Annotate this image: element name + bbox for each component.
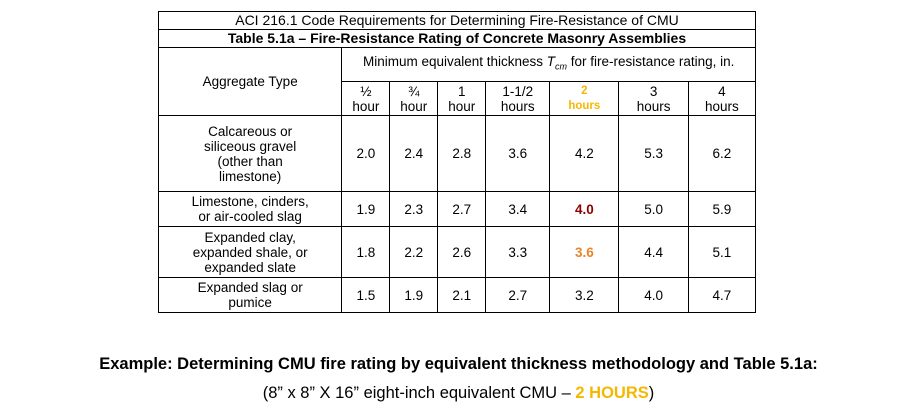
value-cell: 4.7 bbox=[687, 277, 757, 313]
col-header-1-5-hours: 1-1/2 hours bbox=[485, 81, 551, 116]
value-cell: 2.8 bbox=[437, 115, 487, 192]
value-cell: 4.4 bbox=[618, 226, 689, 278]
value-cell: 5.1 bbox=[687, 226, 757, 278]
table-title: Table 5.1a – Fire-Resistance Rating of C… bbox=[158, 29, 756, 48]
rating-highlight: 2 HOURS bbox=[575, 384, 649, 402]
value-cell: 5.9 bbox=[687, 191, 757, 227]
aggregate-cell: Expanded clay, expanded shale, or expanded… bbox=[157, 226, 343, 278]
value-cell: 5.3 bbox=[618, 115, 689, 192]
thickness-header: Minimum equivalent thickness Tcm for fir… bbox=[341, 47, 756, 82]
value-cell: 2.3 bbox=[389, 191, 439, 227]
value-cell: 6.2 bbox=[687, 115, 757, 192]
fire-resistance-table: ACI 216.1 Code Requirements for Determin… bbox=[157, 11, 757, 313]
col-header-1-hour: 1 hour bbox=[437, 81, 487, 116]
code-title: ACI 216.1 Code Requirements for Determin… bbox=[158, 11, 756, 30]
table-row: Limestone, cinders, or air-cooled slag 1.… bbox=[157, 191, 757, 227]
value-cell: 3.2 bbox=[549, 277, 620, 313]
value-cell: 2.4 bbox=[389, 115, 439, 192]
value-cell: 3.4 bbox=[485, 191, 551, 227]
value-cell: 2.7 bbox=[437, 191, 487, 227]
value-cell: 2.6 bbox=[437, 226, 487, 278]
value-cell: 4.2 bbox=[549, 115, 620, 192]
value-cell: 2.2 bbox=[389, 226, 439, 278]
aggregate-cell: Expanded slag or pumice bbox=[157, 277, 343, 313]
table-row: Expanded clay, expanded shale, or expanded… bbox=[157, 226, 757, 278]
value-cell: 2.0 bbox=[341, 115, 391, 192]
example-caption: Example: Determining CMU fire rating by … bbox=[99, 355, 818, 373]
value-cell: 1.9 bbox=[389, 277, 439, 313]
highlighted-value-cell: 3.6 bbox=[549, 226, 620, 278]
value-cell: 3.6 bbox=[485, 115, 551, 192]
col-header-three-quarter-hour: ¾ hour bbox=[389, 81, 439, 116]
table-row: Expanded slag or pumice 1.5 1.9 2.1 2.7 3… bbox=[157, 277, 757, 313]
table-row: Calcareous or siliceous gravel (other than… bbox=[157, 115, 757, 192]
col-header-4-hours: 4 hours bbox=[687, 81, 757, 116]
col-header-half-hour: ½ hour bbox=[341, 81, 391, 116]
value-cell: 3.3 bbox=[485, 226, 551, 278]
col-header-2-hours: 2 hours bbox=[549, 81, 620, 116]
example-subcaption: (8” x 8” X 16” eight-inch equivalent CMU… bbox=[262, 384, 655, 402]
value-cell: 2.7 bbox=[485, 277, 551, 313]
value-cell: 1.5 bbox=[341, 277, 391, 313]
value-cell: 1.8 bbox=[341, 226, 391, 278]
value-cell: 2.1 bbox=[437, 277, 487, 313]
highlighted-value-cell: 4.0 bbox=[549, 191, 620, 227]
aggregate-type-header: Aggregate Type bbox=[157, 47, 343, 116]
value-cell: 4.0 bbox=[618, 277, 689, 313]
aggregate-cell: Limestone, cinders, or air-cooled slag bbox=[157, 191, 343, 227]
col-header-3-hours: 3 hours bbox=[618, 81, 689, 116]
aggregate-cell: Calcareous or siliceous gravel (other than… bbox=[157, 115, 343, 192]
value-cell: 5.0 bbox=[618, 191, 689, 227]
value-cell: 1.9 bbox=[341, 191, 391, 227]
